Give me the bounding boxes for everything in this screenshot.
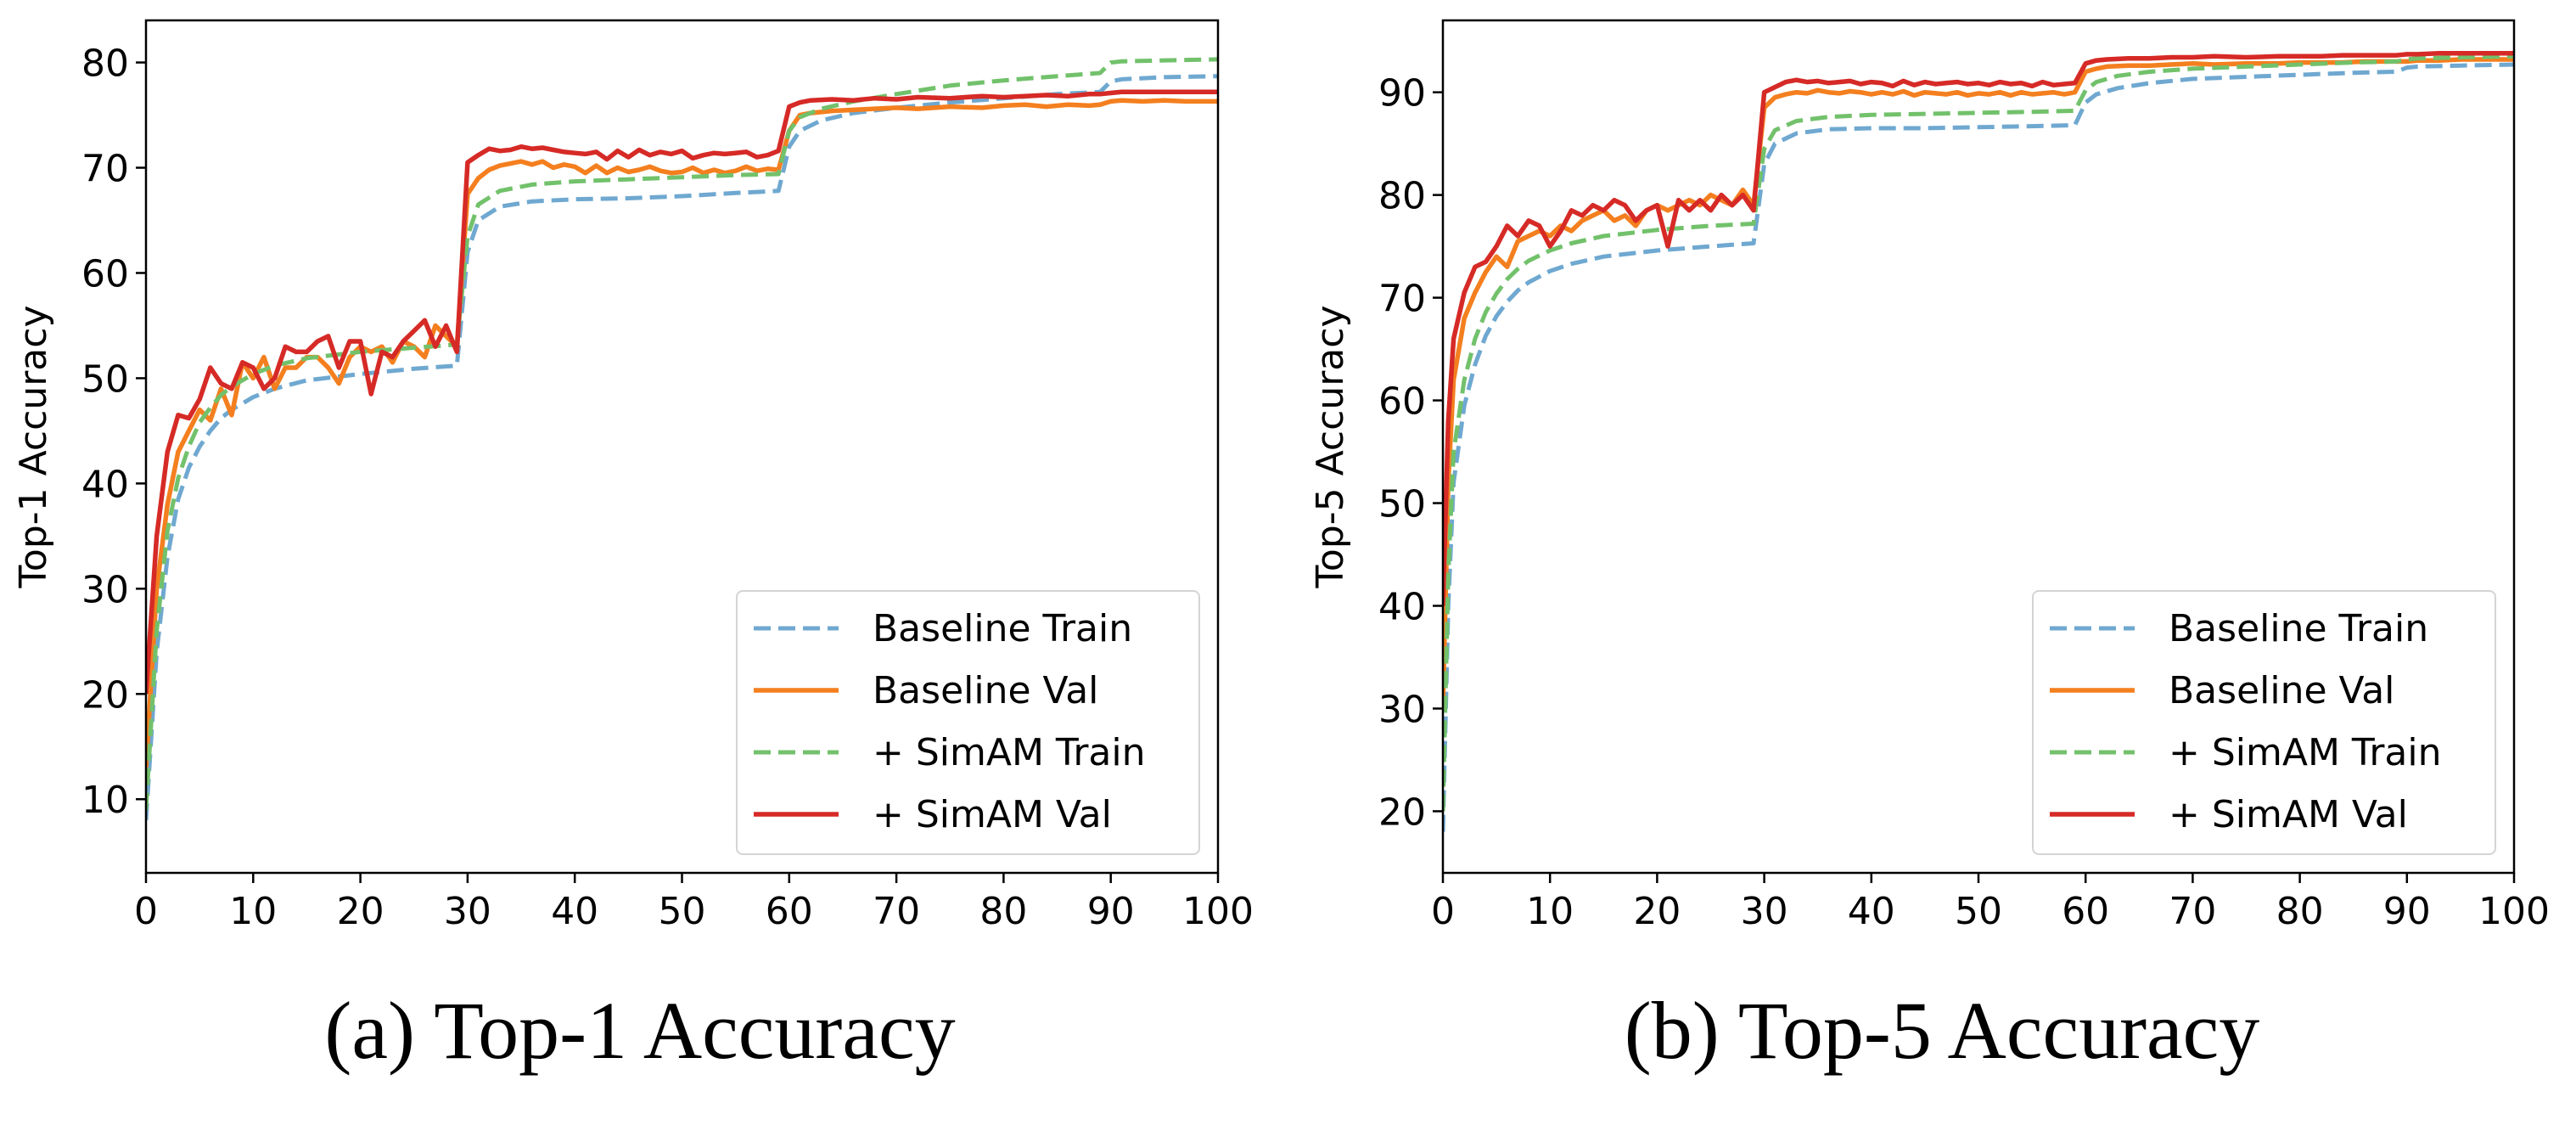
panel-2-legend-label: Baseline Val: [2169, 669, 2394, 712]
panel-2-y-tick-label: 80: [1378, 175, 1426, 218]
panel-1-legend: Baseline Train Baseline Val + SimAM Train +…: [736, 590, 1200, 855]
panel-2-y-axis-title: Top-5 Accuracy: [1309, 306, 1352, 589]
panel-1-chart: 0 10 20 30 40 50 60 70 80 90 100 10 20 30 40 50 60 70 80 To…: [12, 19, 1254, 1076]
panel-2-y-tick-label: 50: [1378, 483, 1426, 526]
panel-1-x-tick-label: 60: [766, 890, 813, 933]
panel-2-legend-label: + SimAM Train: [2169, 731, 2442, 774]
panel-2-x-tick-label: 30: [1741, 890, 1788, 933]
panel-1-y-tick-label: 40: [81, 463, 129, 506]
panel-2-y-tick-label: 60: [1378, 380, 1426, 424]
panel-2-x-tick-label: 80: [2276, 890, 2324, 933]
panel-1-x-tick-label: 10: [229, 890, 277, 933]
panel-2-series-simam-val-line: [1443, 50, 2514, 606]
panel-1-y-tick-label: 60: [81, 252, 129, 295]
panel-2-y-tick-label: 40: [1378, 585, 1426, 628]
panel-1-legend-label: Baseline Train: [873, 607, 1132, 650]
panel-2-x-tick-label: 100: [2478, 890, 2550, 933]
panel-2-x-tick-label: 70: [2169, 890, 2216, 933]
panel-2-caption: (b) Top-5 Accuracy: [1625, 985, 2260, 1076]
panel-2-legend-label: Baseline Train: [2169, 607, 2428, 650]
panel-2-series-simam-train-line: [1443, 53, 2514, 812]
panel-1-y-tick-label: 50: [81, 357, 129, 401]
panel-1-x-tick-label: 40: [551, 890, 598, 933]
panel-2-x-tick-label: 40: [1848, 890, 1895, 933]
panel-1-x-tick-label: 50: [659, 890, 706, 933]
panel-2-series-baseline-train-line: [1443, 62, 2514, 832]
panel-2-x-tick-label: 20: [1633, 890, 1681, 933]
panel-1-x-tick-label: 100: [1182, 890, 1254, 933]
panel-1-y-tick-label: 80: [81, 42, 129, 86]
panel-1-legend-label: Baseline Val: [873, 669, 1098, 712]
panel-1-x-tick-label: 30: [444, 890, 491, 933]
panel-2-x-tick-label: 10: [1526, 890, 1574, 933]
panel-1-series-baseline-val-line: [146, 98, 1218, 768]
panel-1-x-tick-label: 80: [979, 890, 1027, 933]
panel-2-x-tick-label: 90: [2383, 890, 2431, 933]
panel-2-y-tick-label: 90: [1378, 72, 1426, 115]
panel-1-legend-label: + SimAM Val: [873, 793, 1112, 836]
panel-1-y-tick-label: 10: [81, 779, 129, 822]
panel-2-x-tick-label: 50: [1955, 890, 2002, 933]
panel-1-y-tick-label: 70: [81, 148, 129, 191]
panel-1-legend-label: + SimAM Train: [873, 731, 1146, 774]
panel-1-series-simam-val-line: [146, 89, 1218, 695]
panel-1-x-tick-label: 70: [873, 890, 920, 933]
panel-1-x-tick-label: 20: [337, 890, 384, 933]
panel-2-series-baseline-val-line: [1443, 57, 2514, 709]
panel-2-y-tick-label: 20: [1378, 791, 1426, 834]
panel-2-x-tick-label: 0: [1431, 890, 1455, 933]
panel-1-legend-box: [736, 590, 1200, 855]
panel-2-legend-box: [2032, 590, 2496, 855]
panel-1-x-tick-label: 90: [1087, 890, 1135, 933]
panel-2-y-tick-label: 70: [1378, 278, 1426, 321]
panel-2-x-tick-label: 60: [2062, 890, 2109, 933]
panel-2-chart: 0 10 20 30 40 50 60 70 80 90 100 20 30 40 50 60 70 80 90 To…: [1309, 19, 2550, 1076]
panel-1-x-tick-label: 0: [134, 890, 158, 933]
panel-1-y-tick-label: 30: [81, 568, 129, 611]
panel-1-y-axis-title: Top-1 Accuracy: [12, 306, 55, 589]
panel-2-legend-label: + SimAM Val: [2169, 793, 2408, 836]
panel-1-caption: (a) Top-1 Accuracy: [324, 985, 955, 1076]
panel-2-legend: Baseline Train Baseline Val + SimAM Train +…: [2032, 590, 2496, 855]
panel-1-series-simam-train-line: [146, 57, 1218, 810]
panel-2-y-tick-label: 30: [1378, 688, 1426, 731]
panel-1-y-tick-label: 20: [81, 673, 129, 717]
